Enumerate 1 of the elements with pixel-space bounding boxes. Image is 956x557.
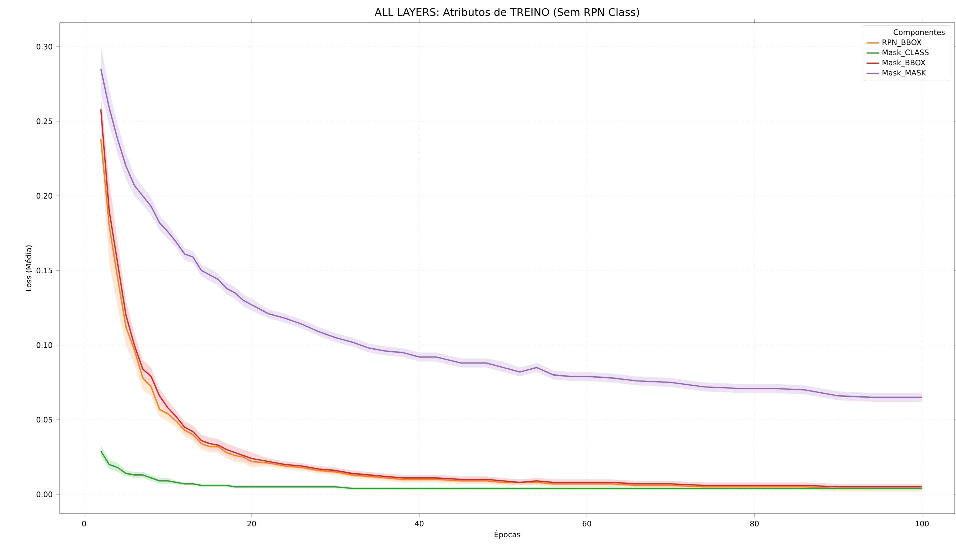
chart-title: ALL LAYERS: Atributos de TREINO (Sem RPN Class) <box>374 8 640 18</box>
